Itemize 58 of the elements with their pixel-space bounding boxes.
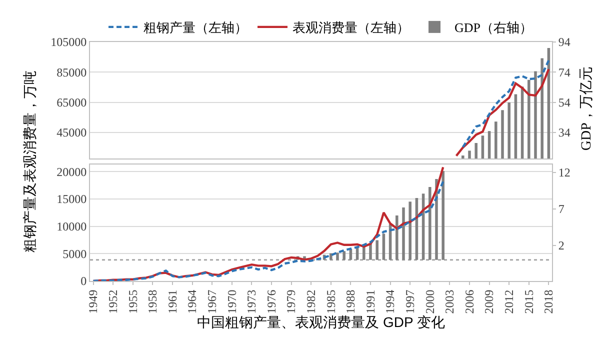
bar (342, 251, 346, 260)
bar (402, 207, 405, 260)
x-tick-label: 2012 (502, 290, 516, 314)
bar (442, 171, 444, 260)
x-axis-title: 中国粗钢产量、表观消费量及 GDP 变化 (197, 314, 445, 330)
bar (382, 234, 386, 260)
x-tick-label: 2006 (462, 290, 476, 314)
x-tick-label: 1979 (284, 290, 298, 314)
x-tick-label: 2015 (522, 290, 536, 314)
y2-axis-title: GDP，万亿元 (578, 66, 595, 151)
x-tick-label: 2009 (482, 290, 496, 314)
x-tick-label: 2003 (442, 290, 457, 314)
bar (336, 252, 339, 260)
bar (408, 202, 412, 260)
y-tick-label: 65000 (56, 95, 87, 110)
y-tick-label: 15000 (56, 192, 87, 206)
x-tick-label: 1949 (86, 290, 100, 314)
x-tick-label: 1997 (403, 290, 417, 314)
y2-tick-label: 34 (558, 126, 570, 140)
x-tick-label: 1982 (304, 290, 318, 314)
x-tick-label: 1994 (383, 290, 398, 314)
y-tick-label: 20000 (56, 164, 87, 179)
x-tick-label: 1973 (244, 290, 259, 314)
bar (369, 244, 372, 260)
x-tick-label: 2000 (422, 290, 437, 314)
y2-tick-label: 7 (558, 202, 564, 216)
x-tick-label: 2018 (542, 290, 556, 314)
y-tick-label: 0 (80, 274, 87, 288)
bar (396, 215, 398, 260)
x-tick-label: 1976 (264, 290, 278, 314)
legend-label: 表观消费量（左轴） (292, 20, 410, 36)
x-tick-label: 1991 (363, 290, 378, 314)
x-tick-label: 1970 (224, 290, 239, 314)
y-tick-label: 85000 (56, 65, 87, 80)
y2-tick-label: 2 (558, 238, 564, 253)
y2-tick-label: 74 (558, 65, 570, 80)
legend-label: GDP（右轴） (454, 20, 533, 36)
x-tick-label: 1961 (165, 290, 180, 314)
y-tick-label: 105000 (50, 35, 87, 50)
bar (428, 187, 432, 260)
x-tick-label: 1952 (106, 290, 120, 314)
x-tick-label: 1958 (146, 290, 160, 314)
y-tick-label: 5000 (62, 246, 87, 261)
x-tick-label: 1964 (185, 290, 200, 314)
y-axis-title: 粗钢产量及表观消费量，万吨 (22, 70, 38, 252)
x-tick-label: 1955 (126, 290, 140, 314)
line-series (455, 68, 550, 157)
x-tick-label: 1985 (324, 290, 338, 314)
line-series (462, 59, 550, 148)
x-tick-label: 1967 (205, 290, 219, 314)
y2-tick-label: 12 (558, 166, 570, 180)
y2-tick-label: 54 (558, 95, 570, 110)
y2-tick-label: 94 (558, 35, 570, 50)
y-tick-label: 10000 (56, 219, 87, 234)
x-tick-label: 1988 (344, 290, 358, 314)
y-tick-label: 45000 (56, 126, 87, 140)
legend-label: 粗钢产量（左轴） (144, 20, 248, 36)
bar (376, 240, 378, 260)
